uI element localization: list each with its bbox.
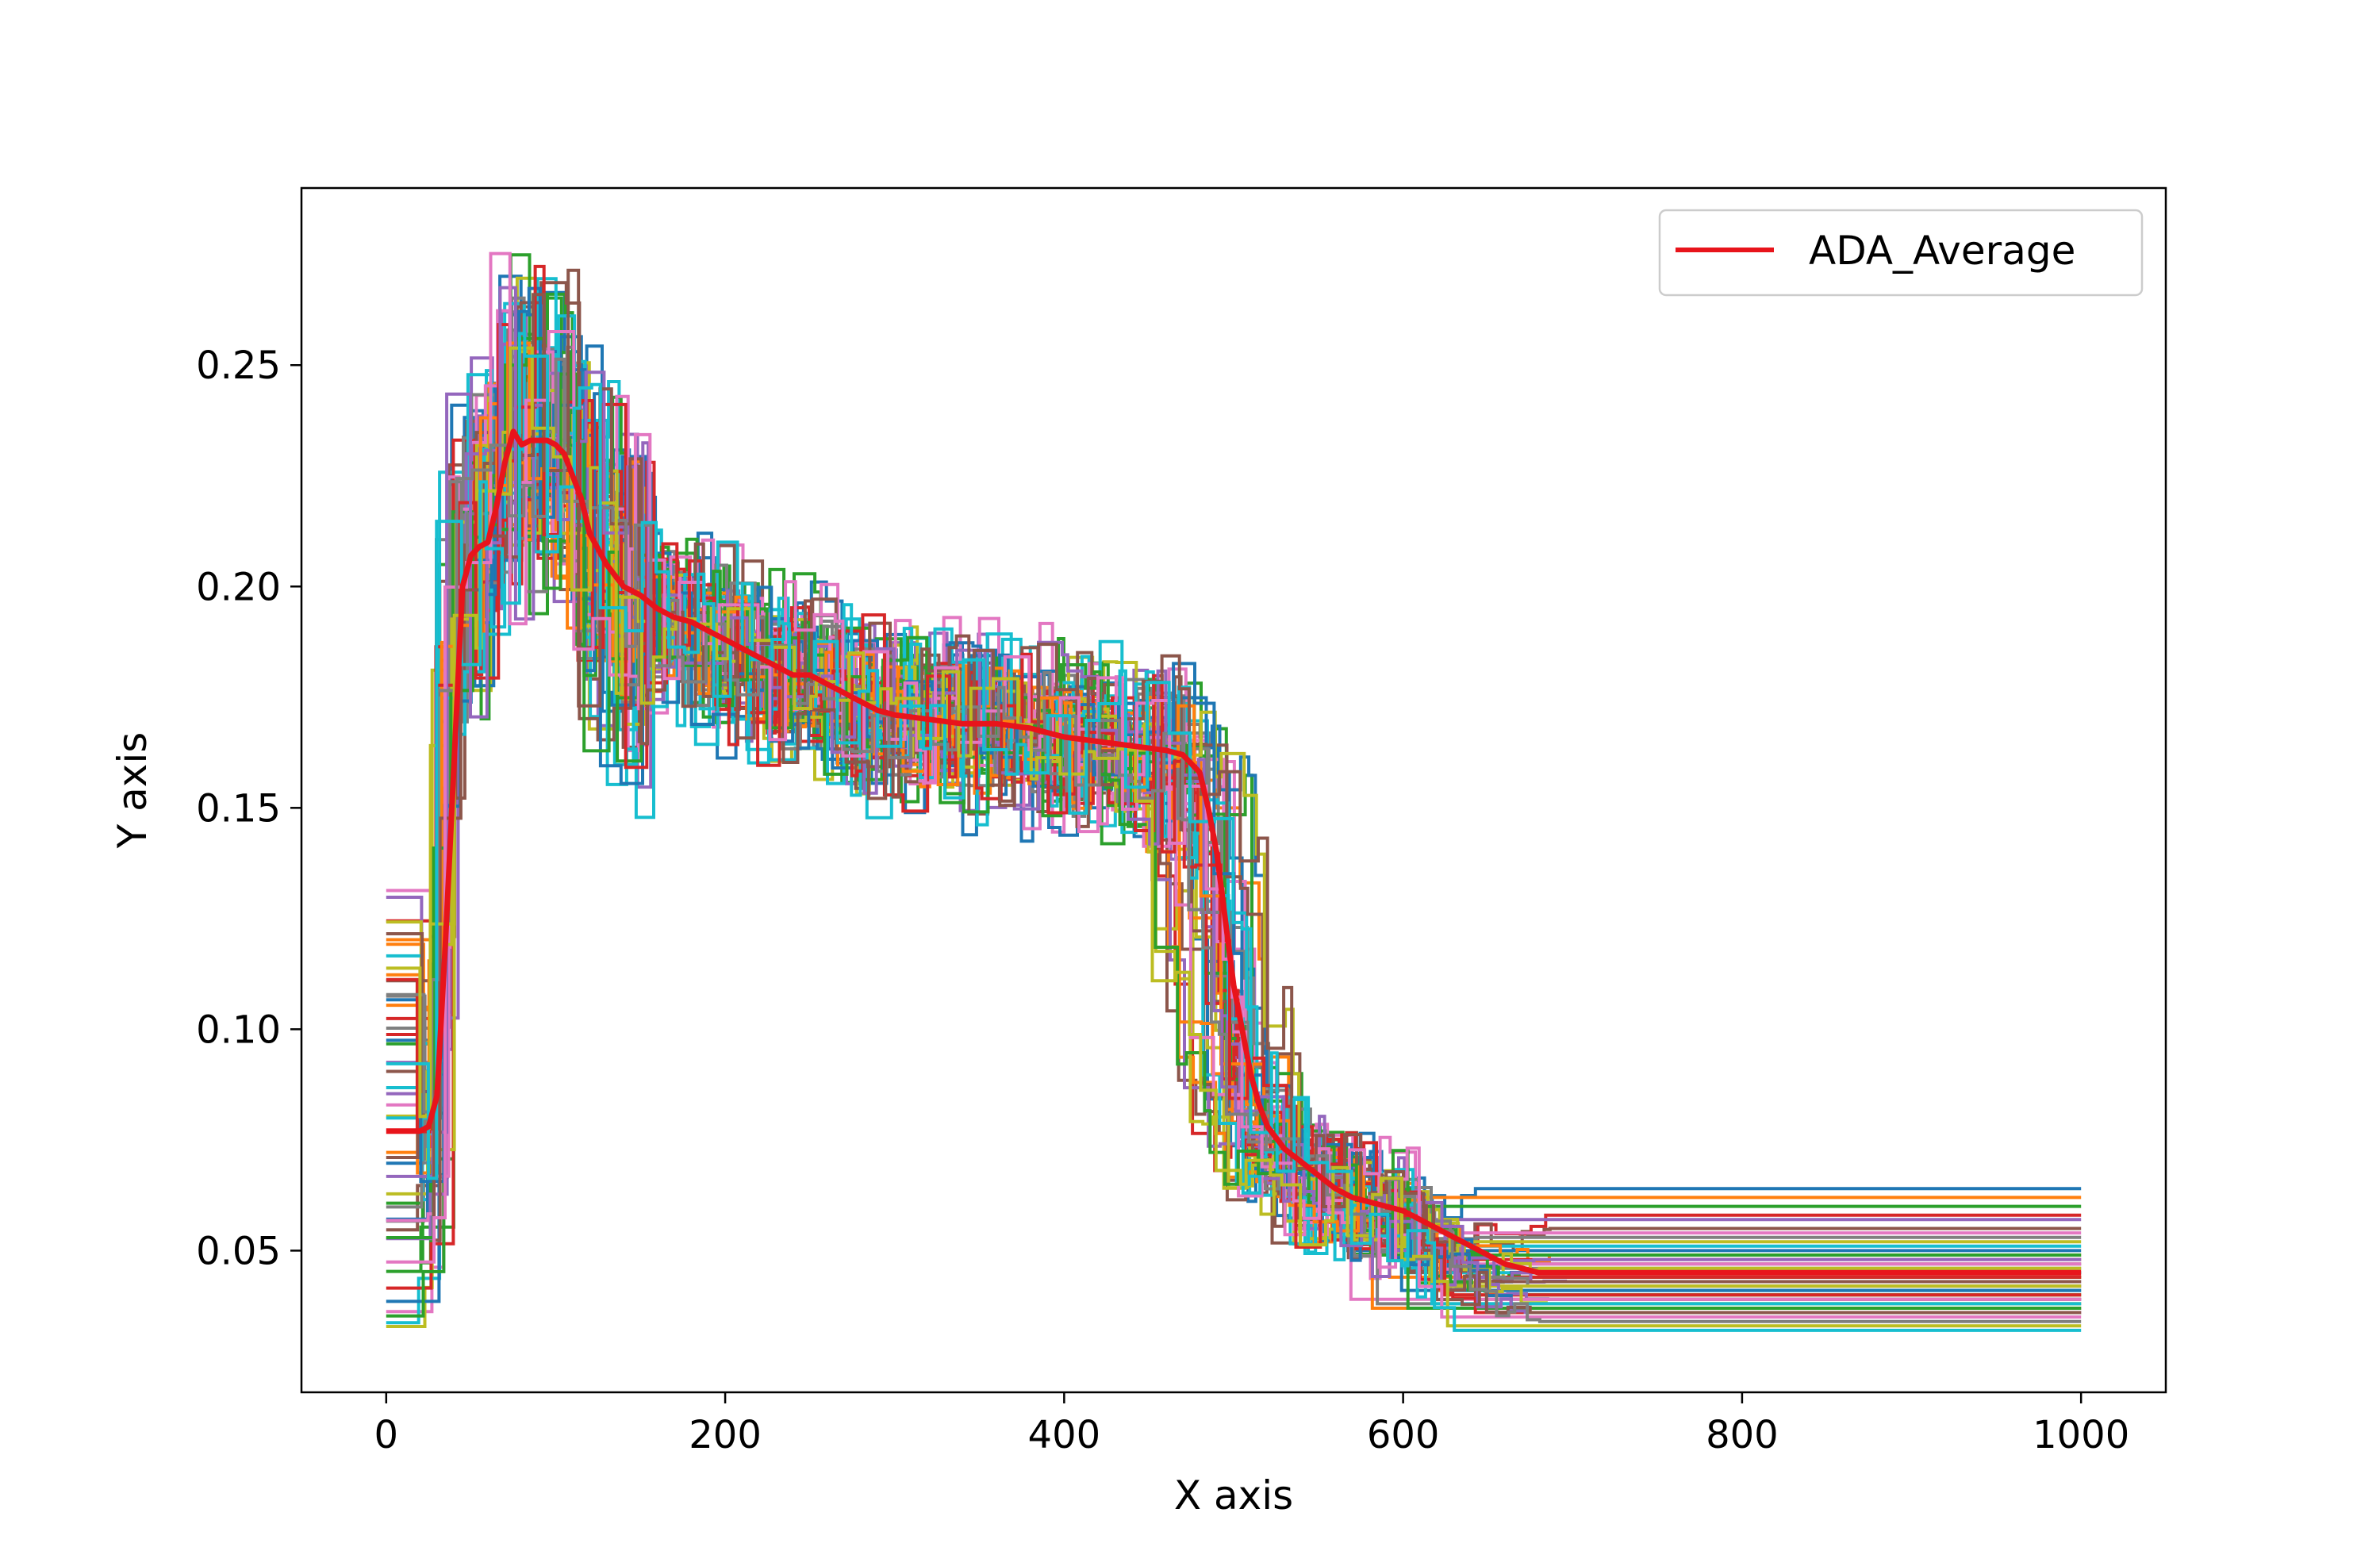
x-axis-label: X axis bbox=[1174, 1472, 1293, 1518]
legend: ADA_Average bbox=[1658, 209, 2144, 297]
average-series bbox=[386, 428, 2082, 1276]
x-axis: 0 200 400 600 800 1000 bbox=[374, 1392, 2129, 1457]
y-tick-label: 0.20 bbox=[196, 565, 281, 609]
x-tick-label: 1000 bbox=[2033, 1413, 2129, 1457]
run-line bbox=[386, 268, 2082, 1315]
x-tick-label: 200 bbox=[689, 1413, 762, 1457]
y-tick-label: 0.25 bbox=[196, 344, 281, 388]
x-tick-label: 600 bbox=[1367, 1413, 1440, 1457]
x-tick-label: 400 bbox=[1028, 1413, 1101, 1457]
run-line bbox=[386, 332, 2082, 1332]
y-axis: 0.05 0.10 0.15 0.20 0.25 bbox=[196, 344, 301, 1273]
x-tick-label: 800 bbox=[1706, 1413, 1779, 1457]
y-tick-label: 0.10 bbox=[196, 1008, 281, 1052]
average-line bbox=[386, 428, 2082, 1276]
x-tick-label: 0 bbox=[374, 1413, 399, 1457]
legend-box bbox=[1658, 209, 2144, 297]
run-line bbox=[386, 281, 2082, 1301]
y-tick-label: 0.15 bbox=[196, 786, 281, 831]
legend-label: ADA_Average bbox=[1809, 228, 2075, 274]
y-tick-label: 0.05 bbox=[196, 1229, 281, 1273]
y-axis-label: Y axis bbox=[109, 732, 155, 850]
plot-frame bbox=[300, 186, 2167, 1394]
run-line bbox=[386, 346, 2082, 1328]
run-line bbox=[386, 314, 2082, 1306]
